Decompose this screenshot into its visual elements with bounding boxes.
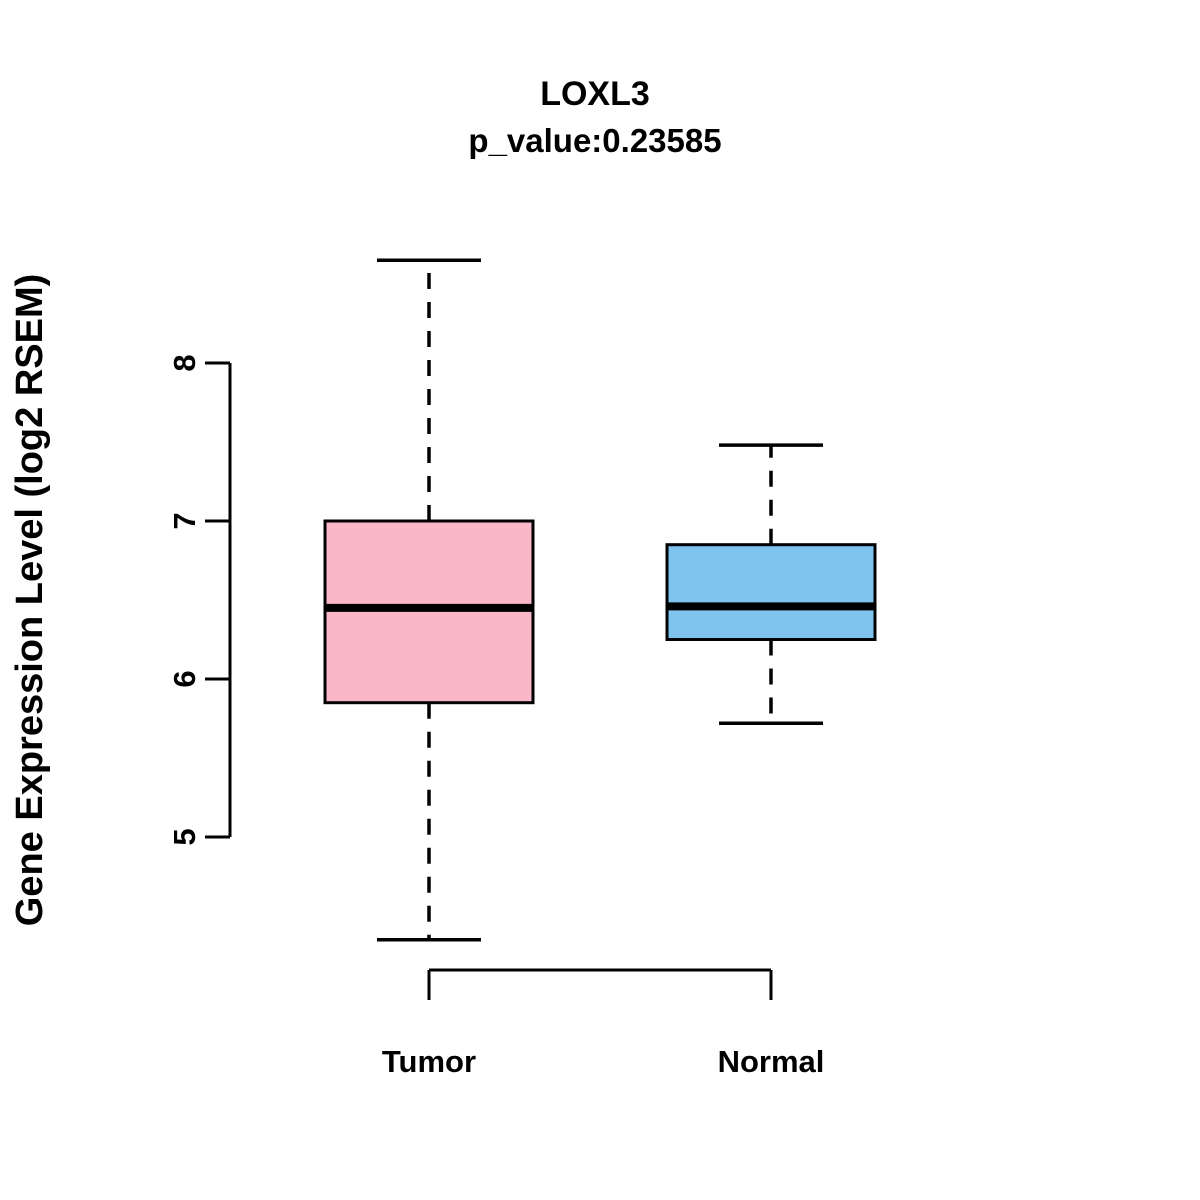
y-axis-tick-label: 7 (167, 512, 202, 529)
y-axis-tick-label: 6 (167, 670, 202, 687)
iqr-box-normal (665, 543, 877, 642)
y-axis-title: Gene Expression Level (log2 RSEM) (9, 274, 51, 927)
chart-title: LOXL3 (540, 75, 650, 113)
y-axis-tick-label: 8 (167, 354, 202, 371)
x-category-label-tumor: Tumor (382, 1044, 476, 1079)
x-category-label-normal: Normal (718, 1044, 825, 1079)
chart-subtitle-pvalue: p_value:0.23585 (468, 122, 721, 159)
y-axis-tick-label: 5 (167, 828, 202, 845)
